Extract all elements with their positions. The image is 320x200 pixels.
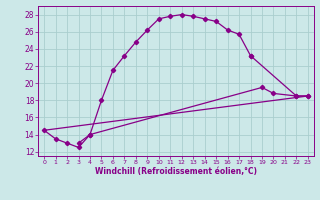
X-axis label: Windchill (Refroidissement éolien,°C): Windchill (Refroidissement éolien,°C)	[95, 167, 257, 176]
